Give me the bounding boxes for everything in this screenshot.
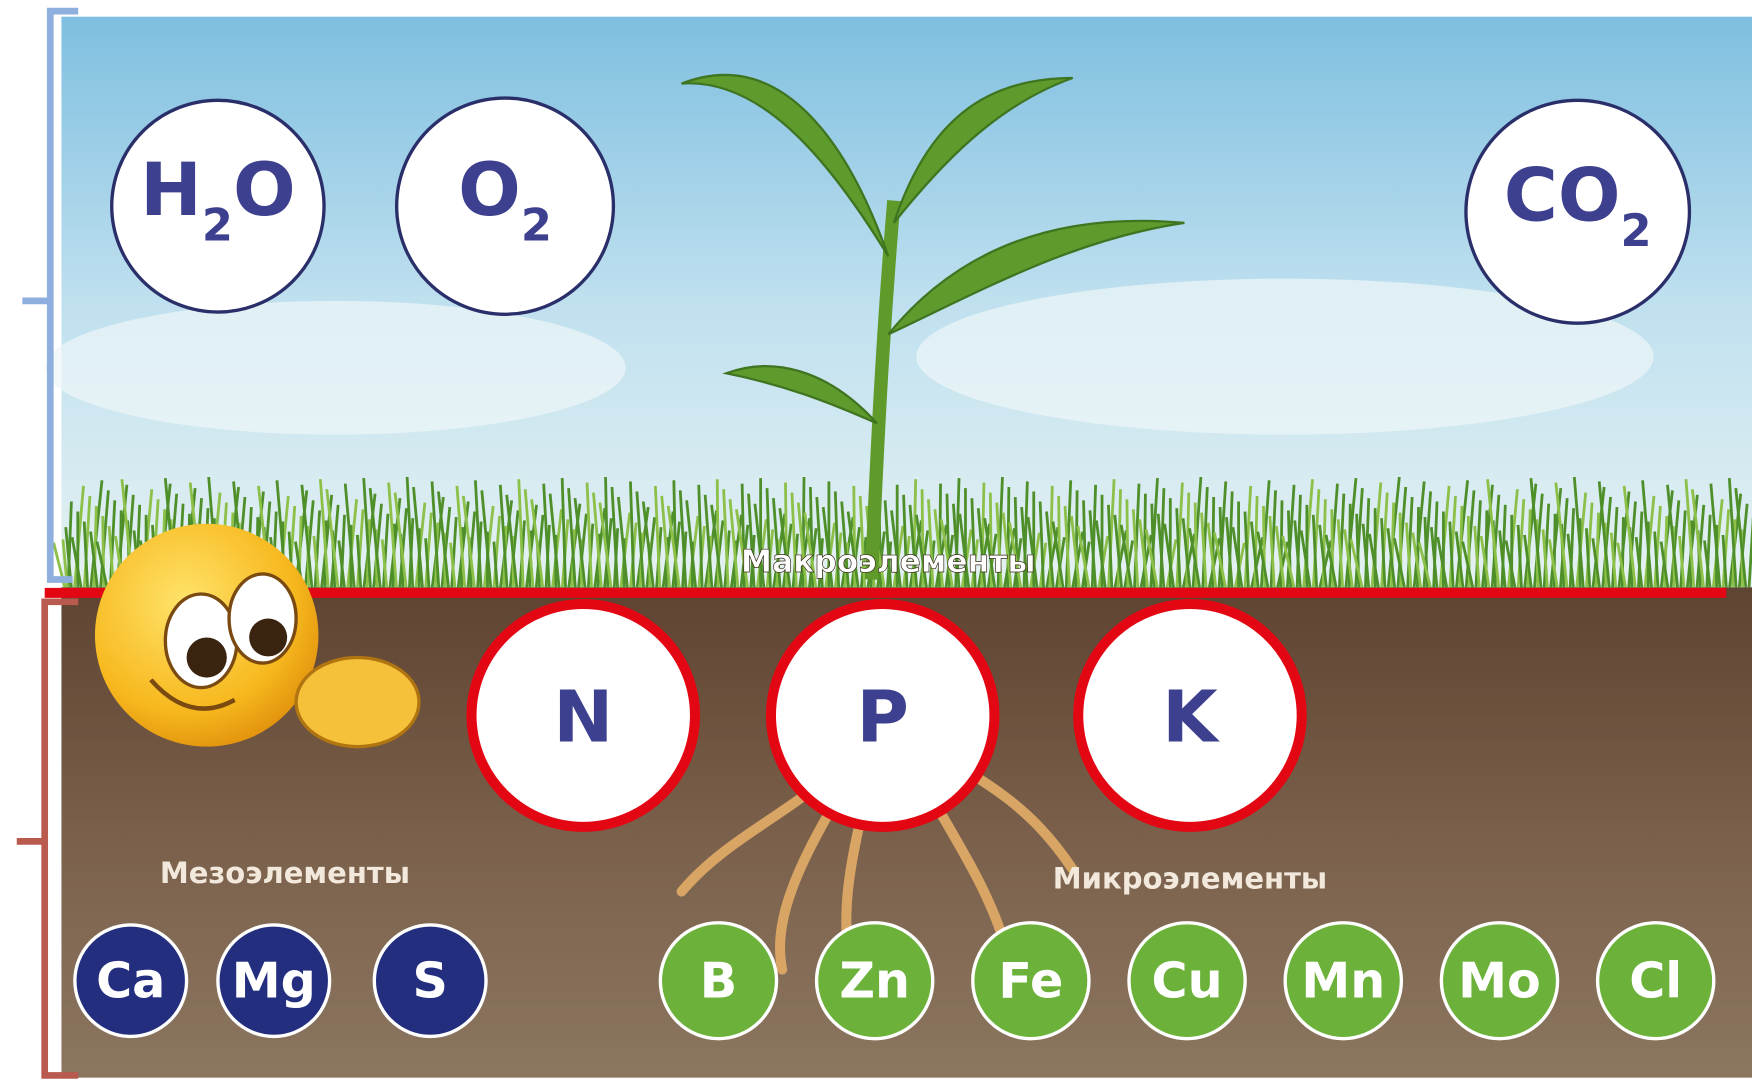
gas-subscript: 2: [1621, 205, 1652, 257]
gas-subscript: 2: [202, 199, 233, 251]
macro-label: Макроэлементы: [741, 544, 1036, 580]
gas-subscript: 2: [521, 199, 552, 251]
micro-label: Микроэлементы: [1053, 861, 1327, 895]
grass-blade: [717, 479, 718, 587]
gas-suffix: O: [233, 148, 296, 233]
micro-symbol: Cl: [1629, 952, 1682, 1010]
macro-symbol: N: [553, 676, 613, 759]
page: H2OO2CO2МакроэлементыNPKМезоэлементыCaMg…: [0, 0, 1752, 1081]
micro-symbol: Fe: [998, 952, 1063, 1010]
cloud: [45, 301, 626, 435]
micro-symbol: Zn: [839, 952, 910, 1010]
gas-symbol: O: [458, 148, 521, 233]
meso-symbol: Ca: [96, 952, 165, 1010]
meso-symbol: S: [412, 952, 447, 1010]
micro-symbol: Cu: [1152, 952, 1223, 1010]
macro-symbol: K: [1162, 676, 1220, 759]
meso-label: Мезоэлементы: [160, 856, 410, 890]
gas-symbol: H: [140, 148, 202, 233]
micro-symbol: B: [700, 952, 737, 1010]
macro-symbol: P: [856, 676, 908, 759]
micro-symbol: Mo: [1458, 952, 1541, 1010]
scene: H2OO2CO2МакроэлементыNPKМезоэлементыCaMg…: [0, 0, 1752, 1081]
meso-symbol: Mg: [232, 952, 316, 1010]
gas-symbol: CO: [1504, 154, 1621, 239]
micro-symbol: Mn: [1301, 952, 1385, 1010]
